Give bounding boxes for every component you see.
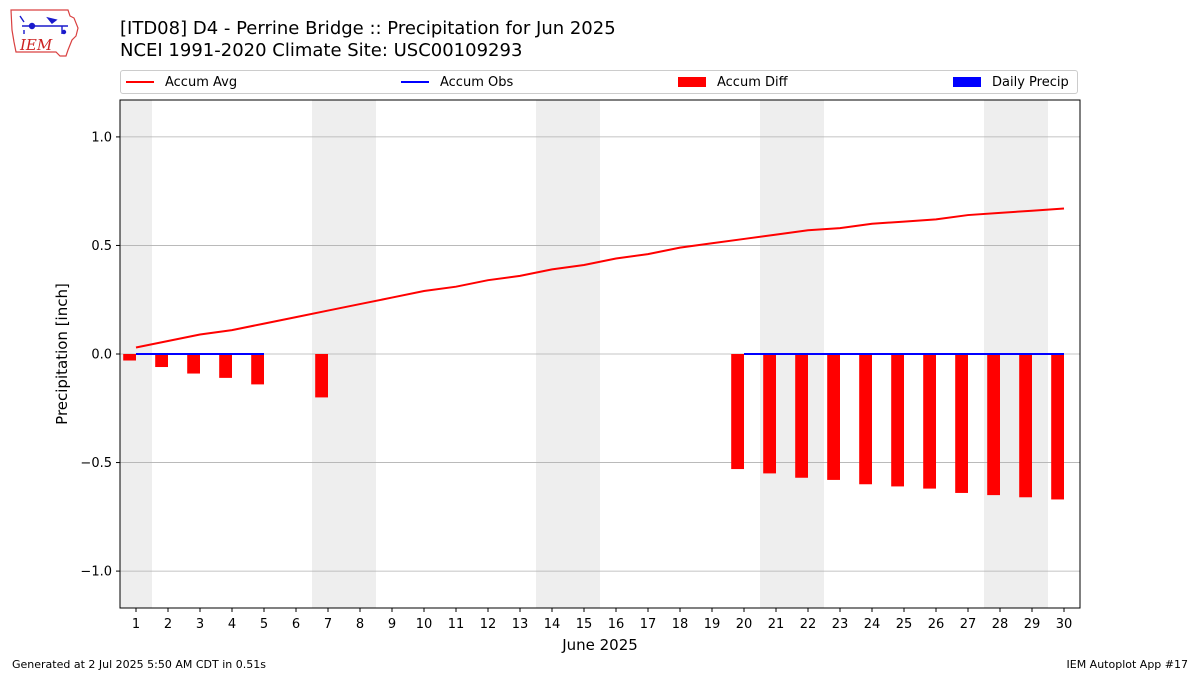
y-tick-label: 1.0 — [91, 130, 112, 145]
accum-diff-bar — [891, 354, 904, 487]
accum-diff-bar — [219, 354, 232, 378]
legend-label-daily-precip: Daily Precip — [992, 74, 1069, 90]
x-tick-label: 11 — [448, 617, 465, 632]
state-outline-icon — [10, 9, 79, 57]
x-tick-label: 3 — [196, 617, 204, 632]
legend-entry-accum-obs: Accum Obs — [401, 71, 513, 93]
x-tick-label: 17 — [640, 617, 657, 632]
accum-diff-bar — [795, 354, 808, 478]
accum-diff-bar — [827, 354, 840, 480]
legend-swatch-accum-avg — [126, 81, 154, 83]
accum-diff-bar — [315, 354, 328, 398]
accum-diff-bar — [1051, 354, 1064, 500]
x-tick-label: 19 — [704, 617, 721, 632]
chart-subtitle: NCEI 1991-2020 Climate Site: USC00109293 — [120, 40, 523, 61]
y-tick-label: 0.5 — [91, 239, 112, 254]
accum-diff-bar — [1019, 354, 1032, 498]
accum-diff-bars — [123, 354, 1064, 500]
x-tick-label: 26 — [928, 617, 945, 632]
x-tick-label: 12 — [480, 617, 497, 632]
chart-title: [ITD08] D4 - Perrine Bridge :: Precipita… — [120, 18, 616, 39]
accum-diff-bar — [187, 354, 200, 374]
x-tick-label: 25 — [896, 617, 913, 632]
x-tick-label: 4 — [228, 617, 236, 632]
legend-entry-accum-diff: Accum Diff — [678, 71, 788, 93]
logo-text: IEM — [19, 36, 53, 54]
x-tick-label: 6 — [292, 617, 300, 632]
accum-avg-line — [135, 207, 1065, 349]
generated-timestamp: Generated at 2 Jul 2025 5:50 AM CDT in 0… — [12, 658, 266, 671]
x-tick-label: 29 — [1024, 617, 1041, 632]
legend-entry-accum-avg: Accum Avg — [126, 71, 237, 93]
legend-swatch-daily-precip — [953, 77, 981, 87]
accum-diff-bar — [155, 354, 168, 368]
app-credit: IEM Autoplot App #17 — [1066, 658, 1189, 671]
x-tick-label: 14 — [544, 617, 561, 632]
y-axis-label: Precipitation [inch] — [53, 283, 71, 425]
weather-instruments-icon — [19, 15, 68, 35]
x-tick-label: 8 — [356, 617, 364, 632]
y-axis-ticks: −1.0 −0.5 0.0 0.5 1.0 — [80, 130, 120, 580]
y-tick-label: −0.5 — [80, 456, 112, 471]
accum-diff-bar — [859, 354, 872, 485]
y-tick-label: −1.0 — [80, 565, 112, 580]
x-tick-label: 1 — [132, 617, 140, 632]
legend-label-accum-avg: Accum Avg — [165, 74, 238, 90]
x-tick-label: 21 — [768, 617, 785, 632]
accum-diff-bar — [251, 354, 264, 385]
series-lines — [135, 207, 1065, 355]
y-tick-label: 0.0 — [91, 348, 112, 363]
x-tick-label: 24 — [864, 617, 881, 632]
legend-swatch-accum-obs — [401, 81, 429, 83]
x-tick-label: 16 — [608, 617, 625, 632]
accum-diff-bar — [923, 354, 936, 489]
chart-legend: Accum Avg Accum Obs Accum Diff Daily Pre… — [120, 70, 1078, 94]
iem-logo: IEM — [10, 9, 79, 57]
accum-diff-bar — [731, 354, 744, 470]
x-tick-label: 20 — [736, 617, 753, 632]
x-tick-label: 18 — [672, 617, 689, 632]
x-tick-label: 13 — [512, 617, 529, 632]
accum-diff-bar — [763, 354, 776, 474]
x-tick-label: 23 — [832, 617, 849, 632]
x-tick-label: 28 — [992, 617, 1009, 632]
legend-label-accum-diff: Accum Diff — [717, 74, 788, 90]
x-tick-label: 10 — [416, 617, 433, 632]
accum-diff-bar — [123, 354, 136, 361]
x-axis-label: June 2025 — [561, 636, 638, 654]
accum-diff-bar — [987, 354, 1000, 496]
x-tick-label: 30 — [1056, 617, 1073, 632]
legend-label-accum-obs: Accum Obs — [440, 74, 514, 90]
x-tick-label: 15 — [576, 617, 593, 632]
x-tick-label: 2 — [164, 617, 172, 632]
legend-entry-daily-precip: Daily Precip — [953, 71, 1069, 93]
legend-swatch-accum-diff — [678, 77, 706, 87]
x-tick-label: 7 — [324, 617, 332, 632]
x-tick-label: 5 — [260, 617, 268, 632]
x-tick-label: 9 — [388, 617, 396, 632]
accum-diff-bar — [955, 354, 968, 493]
x-tick-label: 22 — [800, 617, 817, 632]
x-axis-ticks: 1 2 3 4 5 6 7 8 9 10 11 12 13 14 15 16 17 18 19 20 21 22 23 24 2… — [132, 608, 1072, 632]
x-tick-label: 27 — [960, 617, 977, 632]
